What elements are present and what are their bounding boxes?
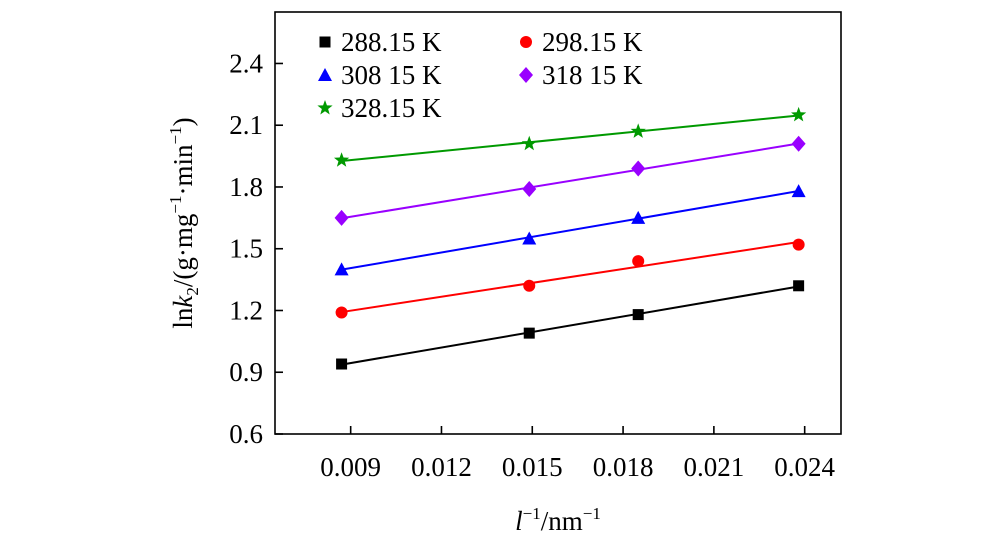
data-point (334, 209, 349, 226)
y-axis: 0.6 0.9 1.2 1.5 1.8 2.1 2.4 (229, 48, 283, 449)
legend: 288.15 K 298.15 K 308 15 K 318 15 K 328.15 K (317, 27, 643, 123)
data-point (632, 309, 644, 321)
legend-item: 288.15 K (319, 27, 442, 57)
data-point (334, 262, 349, 276)
data-point (631, 160, 646, 177)
y-axis-title-end: ) (168, 117, 198, 126)
fit-line (341, 190, 799, 271)
plot-frame (274, 11, 842, 435)
y-tick-label: 0.9 (229, 357, 263, 387)
x-tick-label: 0.021 (684, 452, 745, 482)
series-5 (333, 106, 807, 167)
y-axis-title-k: k (168, 295, 198, 308)
data-point (631, 210, 646, 224)
fit-line (341, 114, 799, 163)
series-4 (334, 135, 806, 226)
data-point (791, 106, 807, 122)
y-axis-title-sup1: −1 (166, 196, 185, 214)
data-point (333, 152, 350, 167)
data-point (632, 255, 645, 268)
series-layer (333, 106, 807, 370)
data-point (792, 238, 805, 251)
y-axis-title-pre: ln (168, 307, 198, 329)
x-axis-title-sup2: −1 (583, 504, 601, 523)
data-point (336, 358, 348, 370)
legend-label: 328.15 K (341, 93, 442, 123)
x-axis-title-base: l (515, 506, 523, 536)
data-point (522, 181, 537, 198)
series-2 (335, 238, 805, 319)
data-point (791, 135, 806, 152)
y-axis-title-sub: 2 (183, 287, 202, 296)
y-axis-title-sup2: −1 (166, 126, 185, 144)
legend-marker (317, 100, 333, 115)
legend-item: 318 15 K (519, 60, 643, 90)
legend-item: 298.15 K (520, 27, 643, 57)
legend-label: 298.15 K (542, 27, 643, 57)
x-axis-title-mid: /nm (541, 506, 583, 536)
y-axis-title-mid1: /(g·mg (168, 214, 198, 288)
legend-label: 308 15 K (341, 60, 442, 90)
x-axis-title: l−1/nm−1 (515, 504, 601, 536)
legend-marker (519, 67, 533, 83)
x-axis-title-sup1: −1 (523, 504, 541, 523)
legend-marker (318, 68, 332, 81)
y-tick-label: 2.1 (229, 110, 263, 140)
legend-label: 318 15 K (542, 60, 643, 90)
y-tick-label: 0.6 (229, 419, 263, 449)
legend-label: 288.15 K (341, 27, 442, 57)
x-tick-label: 0.015 (502, 452, 563, 482)
series-1 (336, 280, 805, 370)
data-point (521, 135, 537, 151)
data-point (523, 279, 536, 292)
data-point (523, 327, 535, 339)
legend-item: 328.15 K (317, 93, 442, 123)
x-axis: 0.009 0.012 0.015 0.018 0.021 0.024 (320, 426, 836, 482)
data-point (335, 306, 348, 319)
y-axis-title: lnk2/(g·mg−1·min−1) (166, 117, 202, 328)
data-point (793, 280, 805, 292)
y-tick-label: 2.4 (229, 48, 263, 78)
data-point (791, 184, 806, 198)
legend-marker (520, 36, 532, 48)
y-tick-label: 1.5 (229, 234, 263, 264)
series-3 (334, 184, 806, 276)
y-tick-label: 1.2 (229, 295, 263, 325)
y-axis-title-mid2: ·min (168, 144, 198, 195)
data-point (630, 123, 646, 138)
fit-line (341, 241, 799, 314)
legend-marker (319, 36, 331, 48)
fit-line (341, 285, 799, 366)
data-point (522, 231, 537, 245)
x-tick-label: 0.009 (320, 452, 381, 482)
legend-item: 308 15 K (318, 60, 442, 90)
y-tick-label: 1.8 (229, 172, 263, 202)
x-tick-label: 0.018 (593, 452, 654, 482)
x-tick-label: 0.012 (411, 452, 472, 482)
fit-line (341, 142, 799, 220)
x-tick-label: 0.024 (774, 452, 835, 482)
